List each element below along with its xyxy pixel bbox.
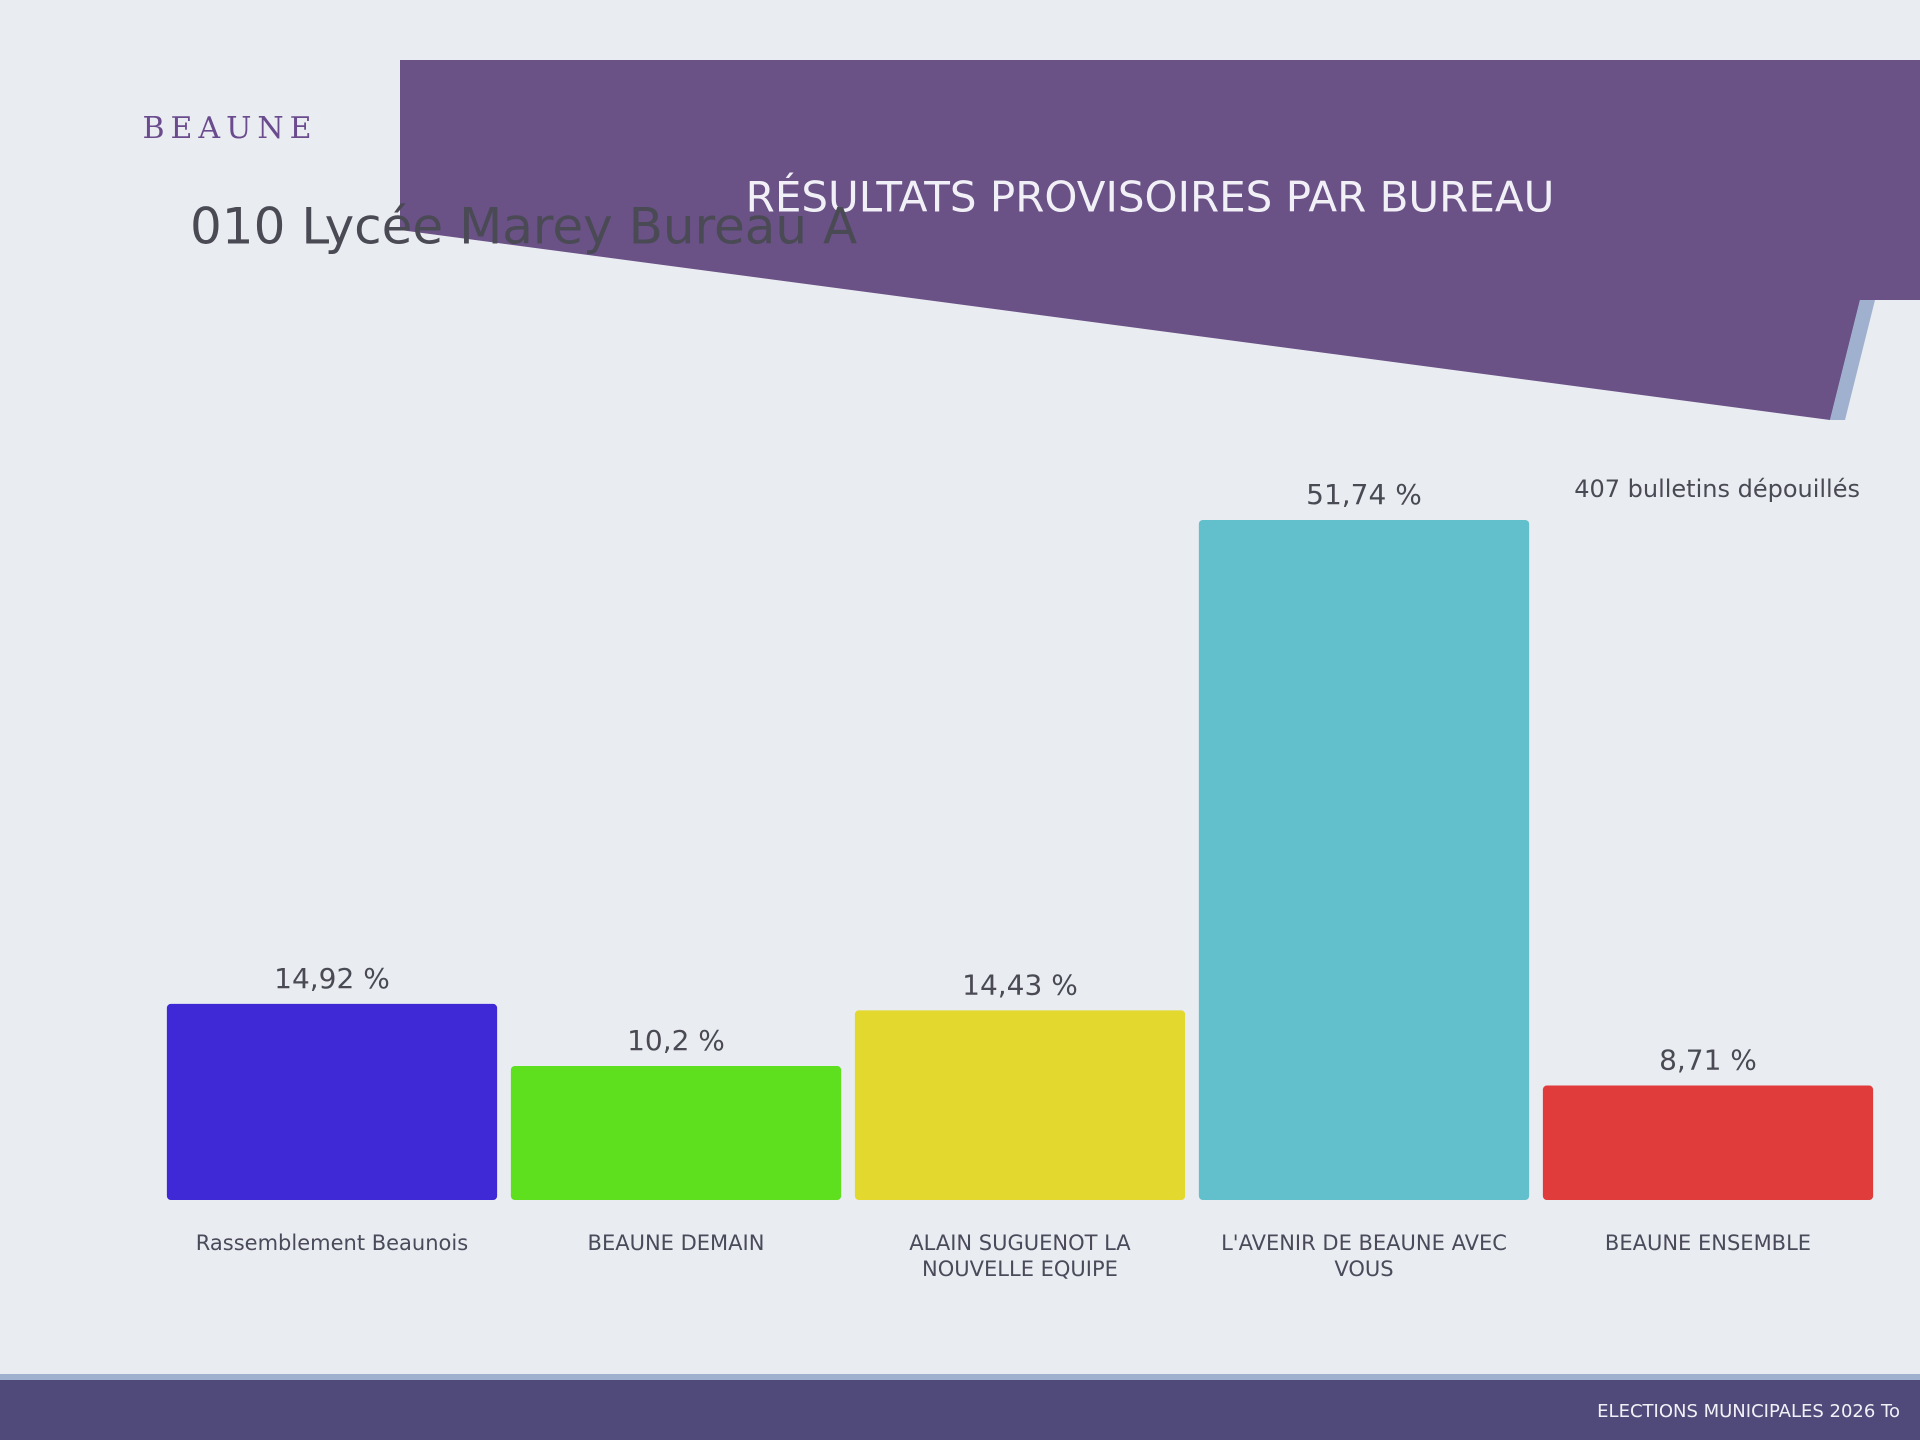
x-tick-label: L'AVENIR DE BEAUNE AVEC VOUS (1221, 1231, 1507, 1281)
chart-subtitle: 010 Lycée Marey Bureau A (190, 198, 857, 256)
x-tick-label: ALAIN SUGUENOT LA NOUVELLE EQUIPE (909, 1231, 1131, 1281)
x-tick-label: BEAUNE ENSEMBLE (1604, 1231, 1812, 1255)
bar (1198, 520, 1530, 1200)
footer-band (0, 1380, 1920, 1440)
chart-title: RÉSULTATS PROVISOIRES PAR BUREAU (746, 172, 1555, 222)
value-label: 8,71 % (1659, 1044, 1757, 1077)
logo: BEAUNE (142, 111, 317, 146)
x-tick-label: Rassemblement Beaunois (195, 1231, 469, 1255)
header-band (400, 60, 1920, 420)
value-label: 10,2 % (627, 1024, 725, 1057)
value-label: 14,43 % (962, 968, 1078, 1001)
bar (1542, 1085, 1874, 1200)
header-accent (1830, 300, 1875, 420)
bar (510, 1065, 842, 1200)
value-label: 14,92 % (274, 962, 390, 995)
bar (854, 1010, 1186, 1200)
footer-text: ELECTIONS MUNICIPALES 2026 To (1597, 1401, 1900, 1422)
x-tick-label: BEAUNE DEMAIN (587, 1231, 765, 1255)
footer-accent (0, 1374, 1920, 1380)
annotation: 407 bulletins dépouillés (1574, 475, 1860, 503)
value-label: 51,74 % (1306, 478, 1422, 511)
bar (166, 1003, 498, 1200)
